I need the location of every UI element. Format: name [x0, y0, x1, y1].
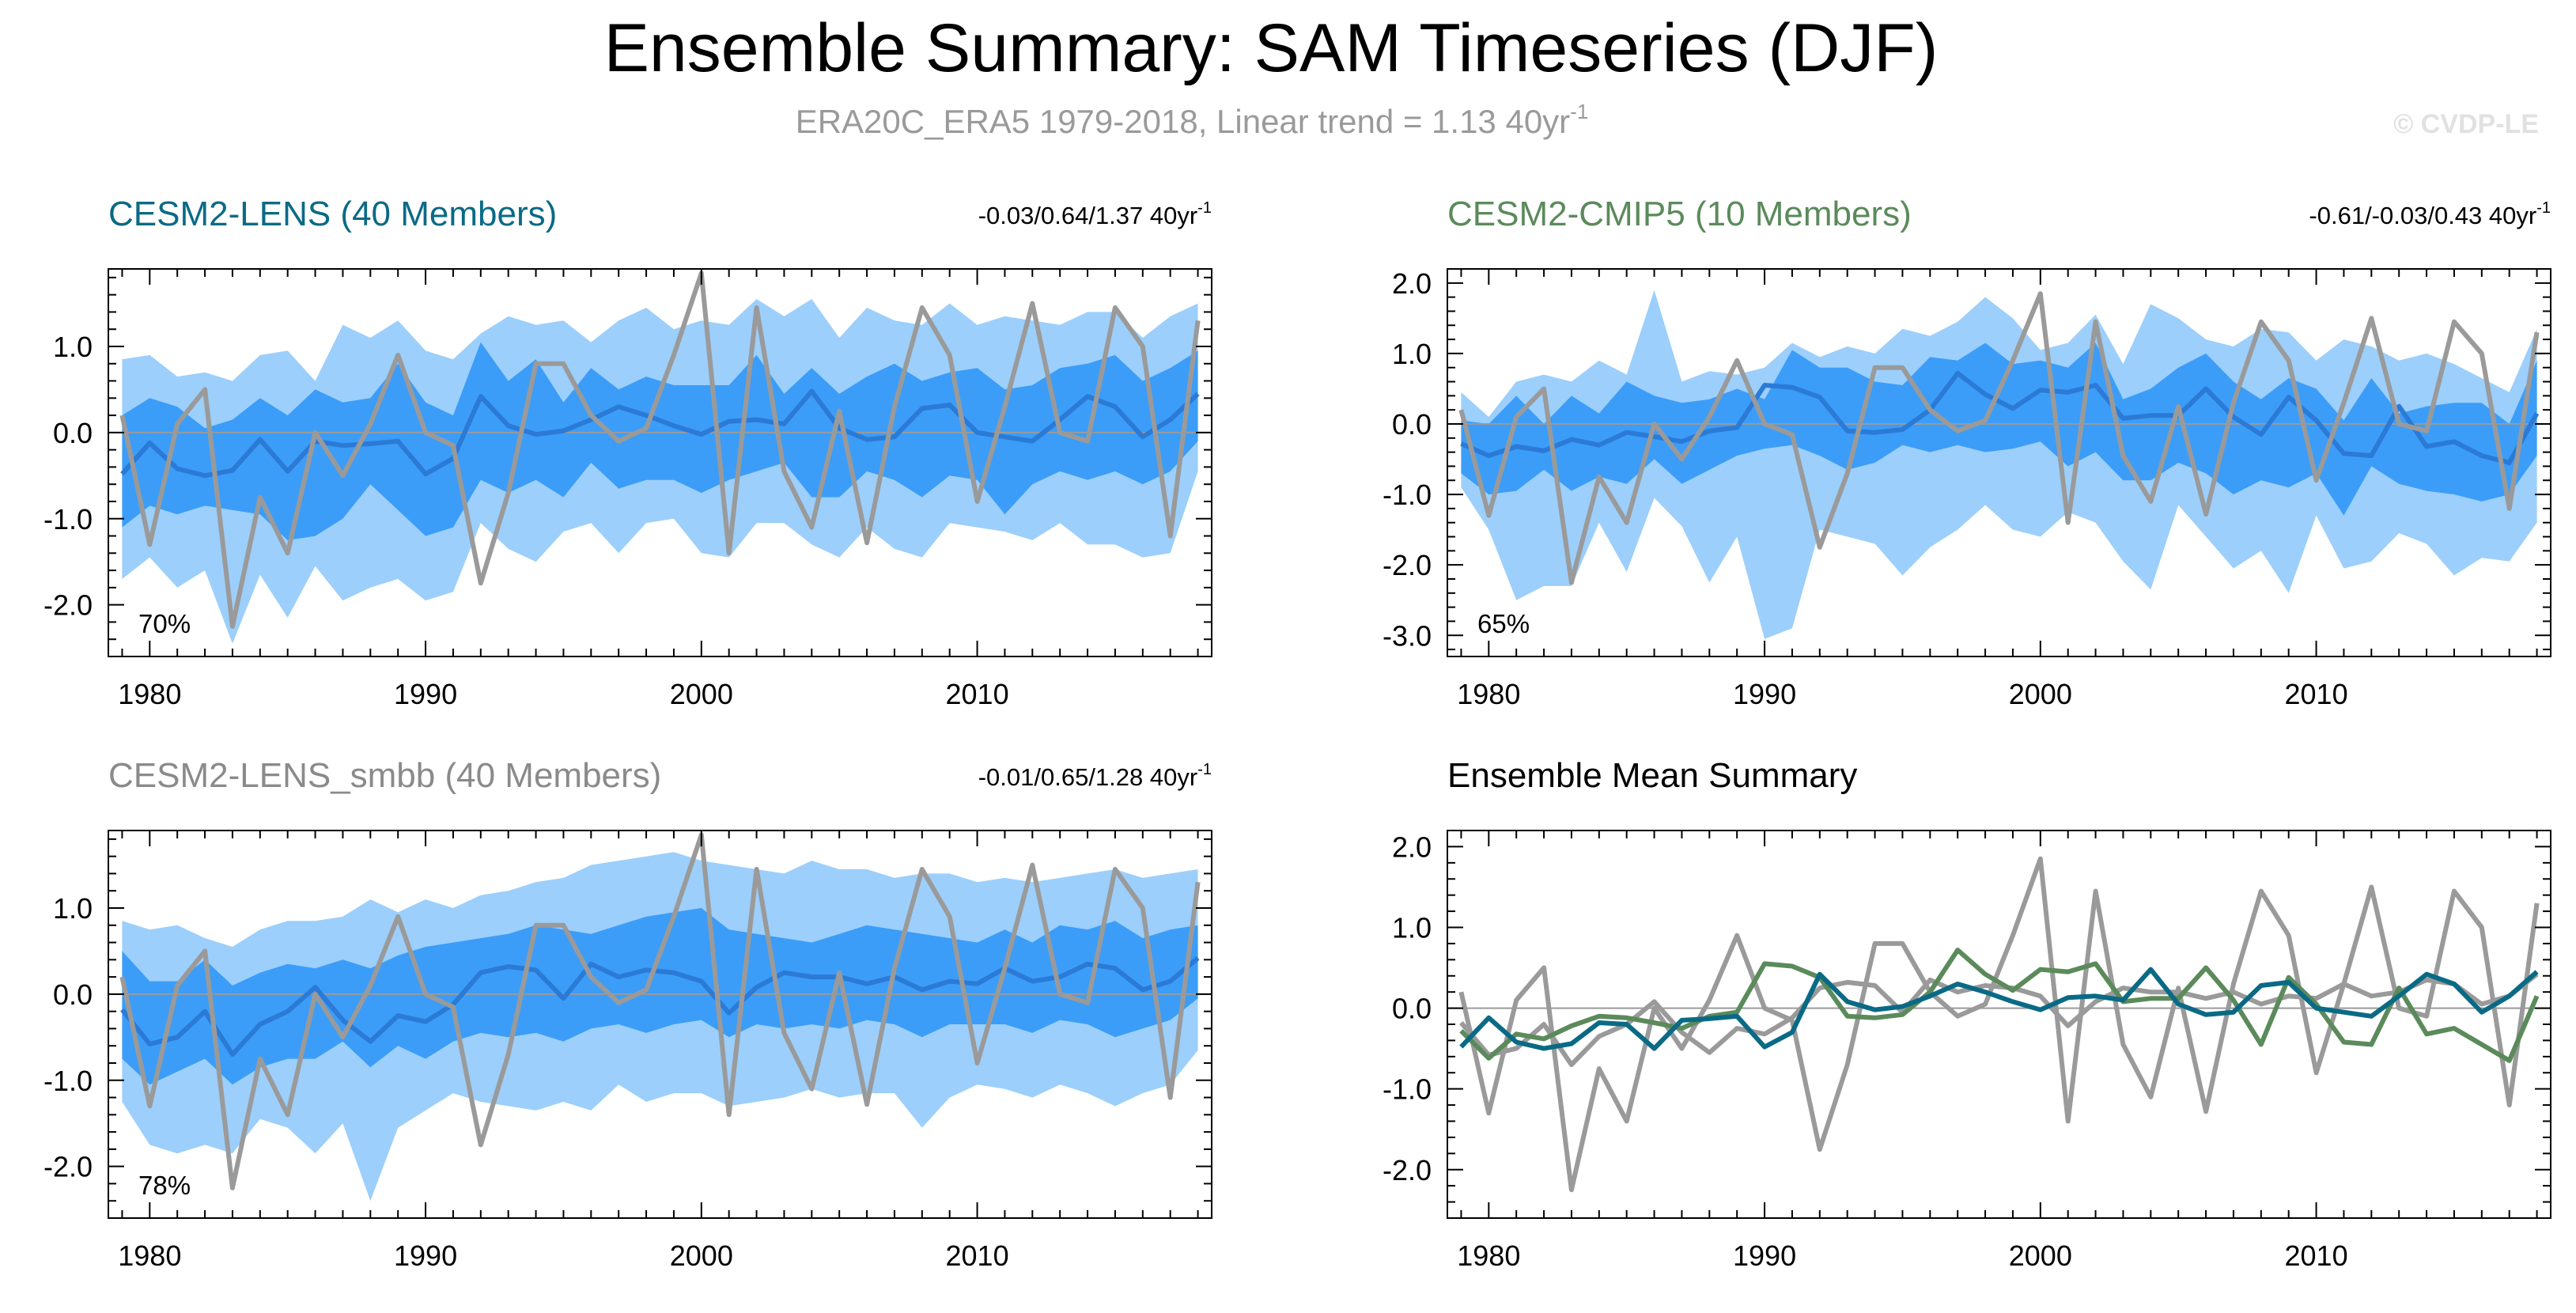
inner-range-band: [122, 908, 1198, 1085]
series-line-0: [1458, 856, 2540, 1193]
trend-label: -0.61/-0.03/0.43 40yr-1: [2309, 199, 2551, 229]
observation-line: [1458, 291, 2540, 585]
plot-area: [108, 271, 1212, 644]
panel-bottom-left: CESM2-LENS_smbb (40 Members) -0.01/0.65/1…: [44, 756, 1212, 1272]
trend-label-text: -0.61/-0.03/0.43 40yr: [2309, 202, 2536, 229]
y-tick-label: 1.0: [53, 331, 93, 363]
plot-area: [1447, 856, 2551, 1193]
panels: CESM2-LENS (40 Members) -0.03/0.64/1.37 4…: [44, 195, 2551, 1272]
y-tick-label: -1.0: [44, 503, 93, 535]
panel-title: CESM2-LENS (40 Members): [108, 195, 557, 233]
ensemble-mean-line: [120, 955, 1200, 1058]
y-tick-label: 1.0: [1392, 338, 1432, 370]
x-tick-label: 1990: [1733, 1239, 1796, 1272]
y-tick-label: 0.0: [53, 978, 93, 1011]
y-tick-label: -1.0: [1383, 1073, 1432, 1106]
y-tick-label: 2.0: [1392, 267, 1432, 300]
panel-title: CESM2-CMIP5 (10 Members): [1447, 195, 1912, 233]
x-tick-label: 2000: [670, 678, 733, 710]
subtitle: ERA20C_ERA5 1979-2018, Linear trend = 1.…: [796, 100, 1589, 140]
x-tick-label: 2000: [2009, 678, 2072, 710]
x-tick-label: 1980: [118, 678, 181, 710]
y-tick-label: -1.0: [44, 1065, 93, 1097]
subtitle-text: ERA20C_ERA5 1979-2018, Linear trend = 1.…: [796, 103, 1570, 140]
series-line-3: [1459, 967, 2539, 1051]
y-tick-label: -1.0: [1383, 479, 1432, 511]
x-tick-label: 1990: [394, 678, 457, 710]
watermark: © CVDP-LE: [2393, 109, 2539, 139]
x-tick-label: 1980: [1457, 678, 1520, 710]
trend-label-sup: -1: [2536, 199, 2551, 217]
y-tick-label: 1.0: [1392, 912, 1432, 944]
x-tick-label: 2000: [2009, 1239, 2072, 1272]
plot-frame: [108, 830, 1212, 1219]
trend-label-text: -0.03/0.64/1.37 40yr: [978, 202, 1197, 229]
y-tick-label: -2.0: [44, 589, 93, 622]
x-tick-label: 2010: [2285, 1239, 2348, 1272]
ensemble-mean-line: [1460, 370, 2540, 465]
panel-title: CESM2-LENS_smbb (40 Members): [108, 756, 661, 795]
trend-label-sup: -1: [1197, 199, 1212, 217]
y-tick-label: -3.0: [1383, 619, 1432, 652]
panel-bottom-right: Ensemble Mean Summary 1980 1990 2000 2010 -2.…: [1383, 756, 2551, 1272]
y-tick-label: 0.0: [1392, 408, 1432, 441]
plot-area: [108, 832, 1212, 1201]
x-tick-label: 1980: [1457, 1239, 1520, 1272]
y-tick-label: 0.0: [53, 417, 93, 449]
panel-title: Ensemble Mean Summary: [1447, 756, 1857, 795]
trend-label-sup: -1: [1197, 761, 1212, 778]
plot-frame: [108, 268, 1212, 657]
inner-range-band: [122, 342, 1198, 540]
x-tick-label: 1990: [1733, 678, 1796, 710]
x-tick-label: 2010: [946, 678, 1009, 710]
inner-range-band: [1461, 342, 2537, 516]
x-tick-label: 2000: [670, 1239, 733, 1272]
y-tick-label: 1.0: [53, 892, 93, 925]
panel-top-right: CESM2-CMIP5 (10 Members) -0.61/-0.03/0.43…: [1383, 195, 2551, 710]
percent-label: 78%: [138, 1171, 191, 1200]
observation-line: [119, 271, 1201, 629]
panel-top-left: CESM2-LENS (40 Members) -0.03/0.64/1.37 4…: [44, 195, 1212, 710]
trend-label: -0.03/0.64/1.37 40yr-1: [978, 199, 1212, 229]
y-tick-label: 2.0: [1392, 831, 1432, 863]
trend-label: -0.01/0.65/1.28 40yr-1: [978, 761, 1212, 791]
trend-label-text: -0.01/0.65/1.28 40yr: [978, 763, 1197, 791]
series-line-1: [1459, 972, 2539, 1067]
main-title: Ensemble Summary: SAM Timeseries (DJF): [604, 10, 1939, 86]
percent-label: 65%: [1477, 609, 1530, 638]
series-line-2: [1459, 948, 2540, 1063]
plot-frame: [1447, 268, 2551, 657]
plot-area: [1447, 289, 2551, 639]
ensemble-mean-line: [120, 388, 1200, 479]
x-tick-label: 1980: [118, 1239, 181, 1272]
y-tick-label: 0.0: [1392, 993, 1432, 1025]
x-tick-label: 2010: [2285, 678, 2348, 710]
x-tick-label: 1990: [394, 1239, 457, 1272]
x-tick-label: 2010: [946, 1239, 1009, 1272]
observation-line: [119, 832, 1201, 1190]
percent-label: 70%: [138, 609, 191, 638]
y-tick-label: -2.0: [1383, 549, 1432, 581]
y-tick-label: -2.0: [1383, 1154, 1432, 1186]
y-tick-label: -2.0: [44, 1151, 93, 1183]
subtitle-sup: -1: [1570, 100, 1588, 123]
